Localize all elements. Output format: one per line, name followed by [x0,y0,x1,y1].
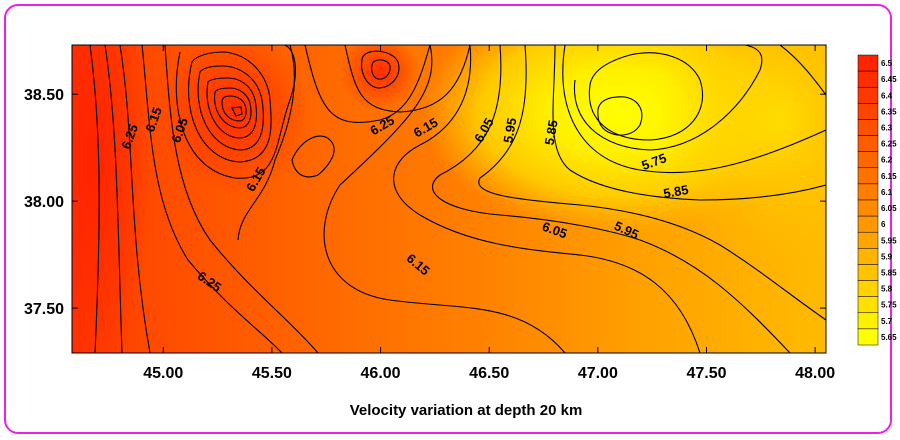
colorbar-swatch [857,296,879,314]
x-tick-label: 47.00 [578,365,618,382]
colorbar-label: 6.15 [881,172,897,181]
x-axis-label: Velocity variation at depth 20 km [350,402,583,419]
colorbar-label: 5.8 [881,285,893,294]
y-tick-label: 38.00 [24,194,64,211]
contour-label: 5.85 [542,119,561,147]
contour-label: 5.85 [662,182,690,201]
colorbar: 6.56.456.46.356.36.256.26.156.16.0565.95… [857,54,897,346]
y-tick-label: 37.50 [24,301,64,318]
colorbar-label: 5.75 [881,301,897,310]
contour-lines [89,45,826,353]
x-axis: 45.00 45.50 46.00 46.50 47.00 47.50 48.00 [143,45,835,382]
colorbar-swatch [857,151,879,169]
colorbar-swatch [857,199,879,217]
field-high-45.35 [161,45,311,194]
colorbar-swatch [857,86,879,104]
colorbar-swatch [857,70,879,88]
colorbar-swatch [857,248,879,265]
colorbar-swatch [857,280,879,297]
plot-border [71,44,827,354]
colorbar-swatch [857,312,879,330]
contour-label: 5.95 [500,117,519,145]
colorbar-label: 6.05 [881,204,897,213]
colorbar-swatch [857,119,879,136]
y-axis: 37.50 38.00 38.50 [24,87,826,318]
colorbar-swatch [857,215,879,233]
colorbar-swatch [857,183,879,201]
field-west-high [72,45,152,353]
plot-area [72,45,826,353]
colorbar-swatch [857,264,879,281]
colorbar-label: 5.7 [881,317,893,326]
colorbar-label: 6.1 [881,188,893,197]
x-tick-label: 46.00 [361,365,401,382]
colorbar-swatch [857,167,879,185]
colorbar-swatch [857,135,879,152]
x-tick-label: 47.50 [686,365,726,382]
colorbar-label: 5.9 [881,252,893,261]
colorbar-swatch [857,231,879,249]
x-tick-label: 46.50 [469,365,509,382]
colorbar-swatch [857,54,879,72]
y-tick-label: 38.50 [24,87,64,104]
colorbar-swatch [857,328,879,346]
colorbar-label: 6.35 [881,107,897,116]
colorbar-label: 6.5 [881,59,893,68]
colorbar-label: 5.65 [881,333,897,342]
x-tick-label: 48.00 [795,365,835,382]
colorbar-label: 6.25 [881,140,897,149]
colorbar-label: 6.4 [881,91,893,100]
colorbar-label: 5.95 [881,236,897,245]
x-tick-label: 45.00 [143,365,183,382]
colorbar-label: 6.45 [881,75,897,84]
colorbar-swatch [857,103,879,120]
colorbar-label: 6.3 [881,124,893,133]
x-tick-label: 45.50 [252,365,292,382]
colorbar-label: 5.85 [881,269,897,278]
field-northeast [660,45,826,270]
colorbar-label: 6 [881,220,886,229]
colorbar-label: 6.2 [881,156,893,165]
